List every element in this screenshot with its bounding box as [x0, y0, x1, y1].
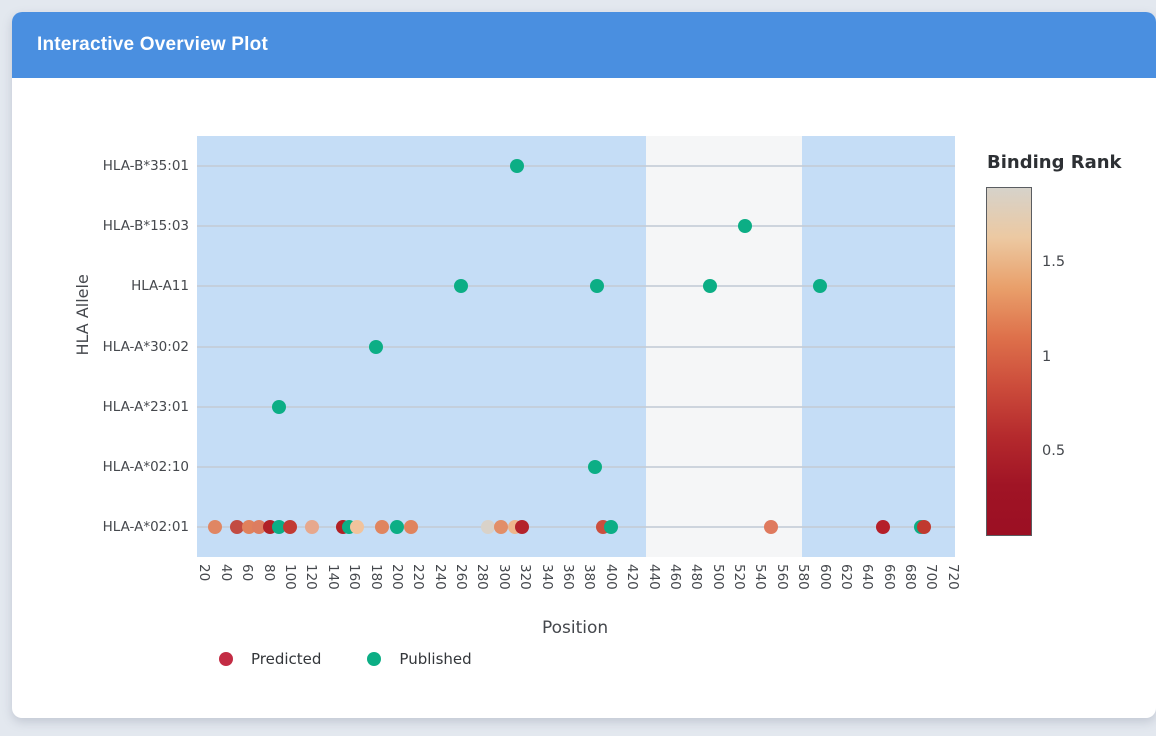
- x-axis-tick: 440: [645, 564, 662, 590]
- predicted-legend-dot-icon: [219, 652, 233, 666]
- x-axis-tick: 600: [816, 564, 833, 590]
- data-point-published[interactable]: [272, 519, 287, 534]
- gridline: [197, 345, 955, 348]
- x-axis-tick: 680: [902, 564, 919, 590]
- data-point-published[interactable]: [813, 279, 828, 294]
- x-axis-tick: 220: [410, 564, 427, 590]
- data-point-published[interactable]: [368, 339, 383, 354]
- x-axis-tick: 460: [666, 564, 683, 590]
- y-axis-label: HLA-A*02:01: [102, 518, 189, 535]
- x-axis-tick: 400: [602, 564, 619, 590]
- plot-area: [197, 136, 955, 557]
- data-point-predicted[interactable]: [283, 519, 297, 534]
- data-point-predicted[interactable]: [208, 519, 223, 534]
- plot-wrap: HLA Allele HLA-B*35:01 HLA-B*15:03 HLA-A11…: [12, 78, 1156, 718]
- data-point-predicted[interactable]: [305, 519, 320, 534]
- data-point-predicted[interactable]: [350, 519, 365, 534]
- legend-item-predicted[interactable]: Predicted: [219, 650, 321, 668]
- y-axis-label: HLA-A*23:01: [102, 398, 189, 415]
- legend-label: Published: [399, 650, 472, 668]
- x-axis-tick: 240: [431, 564, 448, 590]
- legend: Predicted Published: [219, 650, 472, 668]
- colorbar-tick: 0.5: [1042, 443, 1066, 460]
- data-point-predicted[interactable]: [876, 519, 891, 534]
- data-point-predicted[interactable]: [374, 519, 389, 534]
- x-axis-tick: 560: [773, 564, 790, 590]
- gridline: [197, 285, 955, 288]
- x-axis-tick: 580: [795, 564, 812, 590]
- data-point-published[interactable]: [738, 219, 753, 234]
- x-axis-tick: 720: [944, 564, 961, 590]
- data-point-predicted[interactable]: [515, 519, 529, 534]
- colorbar-tick: 1.5: [1042, 254, 1066, 271]
- data-point-published[interactable]: [272, 399, 287, 414]
- colorbar-gradient: [986, 187, 1032, 536]
- y-axis-label: HLA-A*30:02: [102, 338, 189, 355]
- x-axis-tick: 260: [453, 564, 470, 590]
- x-axis-tick: 300: [495, 564, 512, 590]
- data-point-predicted[interactable]: [480, 519, 495, 534]
- published-legend-dot-icon: [367, 652, 382, 666]
- x-axis-tick: 20: [196, 564, 213, 582]
- x-axis-tick: 120: [303, 564, 320, 590]
- data-point-published[interactable]: [603, 519, 618, 534]
- gridline: [197, 525, 955, 528]
- x-axis-tick: 380: [581, 564, 598, 590]
- gridline: [197, 465, 955, 468]
- data-point-predicted[interactable]: [252, 519, 266, 534]
- x-axis-tick: 700: [923, 564, 940, 590]
- x-axis-tick: 500: [709, 564, 726, 590]
- x-axis-tick: 620: [837, 564, 854, 590]
- x-axis-tick: 340: [538, 564, 555, 590]
- data-point-predicted[interactable]: [403, 519, 418, 534]
- legend-item-published[interactable]: Published: [367, 650, 472, 668]
- legend-label: Predicted: [251, 650, 322, 668]
- y-axis-label: HLA-A*02:10: [102, 458, 189, 475]
- x-axis-tick: 320: [517, 564, 534, 590]
- x-axis-tick: 40: [217, 564, 234, 582]
- x-axis-tick: 180: [367, 564, 384, 590]
- data-point-published[interactable]: [589, 279, 604, 294]
- data-point-predicted[interactable]: [493, 519, 508, 534]
- x-axis-tick: 540: [752, 564, 769, 590]
- interactive-overview-plot-card: Interactive Overview Plot HLA Allele HLA…: [12, 12, 1156, 718]
- x-axis-tick: 80: [260, 564, 277, 582]
- card-header: Interactive Overview Plot: [12, 12, 1156, 78]
- y-axis-label: HLA-B*15:03: [102, 218, 189, 235]
- x-axis-tick: 280: [474, 564, 491, 590]
- x-axis-tick: 360: [559, 564, 576, 590]
- x-axis-tick: 160: [346, 564, 363, 590]
- data-point-published[interactable]: [454, 279, 469, 294]
- x-axis-title: Position: [542, 618, 609, 638]
- x-axis-tick: 660: [880, 564, 897, 590]
- colorbar-title: Binding Rank: [987, 152, 1122, 173]
- x-axis-tick: 200: [388, 564, 405, 590]
- x-axis-tick: 60: [239, 564, 256, 582]
- y-axis-label: HLA-B*35:01: [102, 158, 189, 175]
- x-axis-tick: 420: [624, 564, 641, 590]
- data-point-published[interactable]: [703, 279, 718, 294]
- data-point-published[interactable]: [389, 519, 404, 534]
- x-axis-tick: 520: [731, 564, 748, 590]
- data-point-predicted[interactable]: [916, 519, 931, 534]
- data-point-published[interactable]: [509, 159, 524, 174]
- gridline: [197, 405, 955, 408]
- x-axis-tick: 640: [859, 564, 876, 590]
- gridline: [197, 225, 955, 228]
- x-axis-tick: 480: [688, 564, 705, 590]
- page-title: Interactive Overview Plot: [37, 34, 268, 55]
- y-axis-label: HLA-A11: [131, 278, 189, 295]
- data-point-predicted[interactable]: [229, 519, 244, 534]
- x-axis-tick: 140: [324, 564, 341, 590]
- x-axis-tick: 100: [282, 564, 298, 590]
- data-point-predicted[interactable]: [764, 519, 779, 534]
- data-point-published[interactable]: [587, 459, 602, 474]
- colorbar-tick: 1: [1042, 348, 1052, 365]
- gridline: [197, 165, 955, 168]
